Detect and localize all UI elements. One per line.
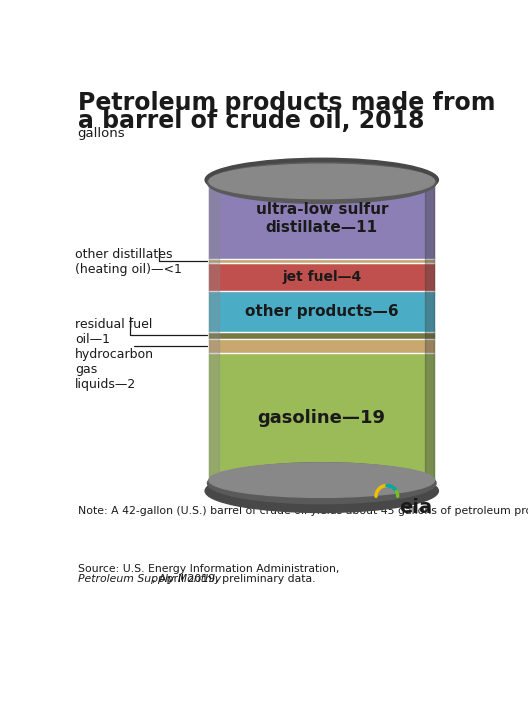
Text: Note: A 42-gallon (U.S.) barrel of crude oil yields about 45 gallons of petroleu: Note: A 42-gallon (U.S.) barrel of crude… (78, 506, 528, 516)
Bar (210, 183, 219, 483)
Ellipse shape (209, 164, 435, 199)
Bar (210, 183, 434, 259)
Text: , April 2019, preliminary data.: , April 2019, preliminary data. (152, 574, 316, 584)
Text: ultra-low sulfur
distillate—11: ultra-low sulfur distillate—11 (256, 202, 388, 236)
Ellipse shape (209, 463, 435, 498)
Bar (425, 183, 434, 483)
Ellipse shape (208, 162, 436, 203)
Text: hydrocarbon
gas
liquids—2: hydrocarbon gas liquids—2 (76, 349, 154, 392)
Bar (210, 264, 434, 291)
Bar (210, 291, 434, 332)
Bar (210, 259, 434, 264)
Bar (210, 353, 434, 483)
Text: a barrel of crude oil, 2018: a barrel of crude oil, 2018 (78, 109, 424, 133)
Text: other products—6: other products—6 (245, 304, 399, 319)
Text: gasoline—19: gasoline—19 (258, 409, 386, 427)
Text: eia: eia (399, 498, 432, 517)
Ellipse shape (205, 158, 438, 201)
Bar (210, 339, 434, 353)
Text: Source: U.S. Energy Information Administration,: Source: U.S. Energy Information Administ… (78, 564, 343, 574)
Text: Petroleum Supply Monthly: Petroleum Supply Monthly (78, 574, 221, 584)
Text: residual fuel
oil—1: residual fuel oil—1 (76, 318, 153, 346)
Text: other distillates
(heating oil)—<1: other distillates (heating oil)—<1 (76, 248, 182, 276)
Ellipse shape (205, 470, 438, 512)
Ellipse shape (208, 463, 436, 504)
Text: Petroleum products made from: Petroleum products made from (78, 91, 495, 115)
Bar (210, 332, 434, 339)
Text: jet fuel—4: jet fuel—4 (282, 270, 361, 284)
Text: gallons: gallons (78, 127, 125, 140)
